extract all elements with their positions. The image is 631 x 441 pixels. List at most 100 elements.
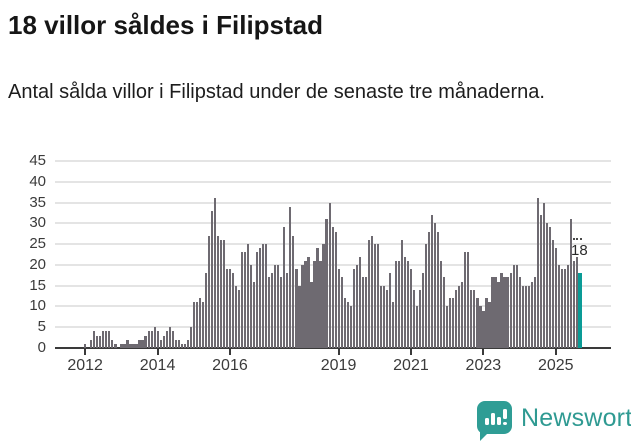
bar bbox=[467, 252, 470, 348]
bar bbox=[111, 339, 114, 348]
bar bbox=[443, 277, 446, 348]
bar bbox=[518, 277, 521, 348]
bar bbox=[120, 343, 123, 348]
logo-exclamation-icon bbox=[503, 409, 507, 419]
bar bbox=[328, 202, 331, 348]
bar bbox=[551, 239, 554, 348]
x-tick-label: 2023 bbox=[465, 357, 502, 374]
bar bbox=[96, 335, 99, 348]
bar bbox=[542, 202, 545, 348]
bar bbox=[521, 285, 524, 348]
y-tick-label: 10 bbox=[29, 297, 46, 315]
x-axis-tick bbox=[228, 349, 231, 355]
newsworthy-logo-icon bbox=[477, 401, 512, 434]
page-title: 18 villor såldes i Filipstad bbox=[8, 10, 324, 40]
bar bbox=[373, 244, 376, 348]
bar bbox=[425, 244, 428, 348]
bar bbox=[355, 264, 358, 348]
bar bbox=[560, 269, 563, 348]
y-tick-label: 20 bbox=[29, 255, 46, 273]
x-tick-label: 2025 bbox=[537, 357, 574, 374]
y-tick-label: 30 bbox=[29, 214, 46, 232]
bar bbox=[482, 310, 485, 348]
bar bbox=[268, 277, 271, 348]
bar bbox=[159, 339, 162, 348]
gridline bbox=[55, 159, 611, 162]
bar bbox=[265, 244, 268, 348]
y-tick-label: 15 bbox=[29, 276, 46, 294]
logo-bar-icon bbox=[485, 418, 489, 425]
bar bbox=[575, 256, 579, 348]
bar bbox=[554, 248, 557, 348]
bar bbox=[105, 331, 108, 348]
annotation-leader-dots bbox=[573, 238, 582, 240]
bar bbox=[379, 285, 382, 348]
logo-bar-icon bbox=[491, 413, 495, 425]
bar bbox=[313, 260, 316, 348]
bar bbox=[370, 235, 373, 348]
bar bbox=[397, 260, 401, 348]
bar bbox=[114, 343, 117, 348]
bar bbox=[222, 239, 226, 348]
bar bbox=[102, 331, 105, 348]
bar bbox=[93, 331, 96, 348]
bar bbox=[319, 260, 322, 348]
bar bbox=[156, 331, 159, 348]
x-axis-tick bbox=[337, 349, 340, 355]
bar bbox=[506, 277, 509, 348]
bar bbox=[322, 244, 325, 348]
bar bbox=[530, 281, 533, 348]
bar bbox=[108, 331, 111, 348]
bar bbox=[440, 260, 443, 348]
bar bbox=[259, 248, 262, 348]
bar bbox=[428, 231, 431, 348]
x-axis-tick bbox=[482, 349, 485, 355]
bar bbox=[207, 235, 211, 348]
bar bbox=[512, 264, 515, 348]
bar bbox=[177, 339, 180, 348]
bar bbox=[216, 235, 220, 348]
x-tick-label: 2019 bbox=[320, 357, 357, 374]
bar bbox=[325, 219, 328, 348]
bar bbox=[458, 285, 461, 348]
bar bbox=[283, 227, 286, 348]
bar bbox=[548, 227, 551, 348]
bar bbox=[503, 277, 506, 348]
bar bbox=[228, 269, 232, 348]
bar bbox=[464, 252, 467, 348]
y-tick-label: 5 bbox=[37, 318, 46, 336]
bar bbox=[476, 298, 479, 348]
bar bbox=[569, 219, 573, 348]
bar bbox=[364, 277, 367, 348]
bar bbox=[497, 281, 500, 348]
bar bbox=[376, 244, 379, 348]
bar bbox=[168, 327, 171, 348]
bar bbox=[337, 269, 340, 348]
bar bbox=[515, 264, 518, 348]
bar bbox=[449, 298, 452, 348]
bar bbox=[141, 339, 144, 348]
bar bbox=[186, 339, 189, 348]
x-axis-tick bbox=[84, 349, 87, 355]
bar bbox=[301, 264, 304, 348]
bar bbox=[509, 273, 512, 348]
bar bbox=[403, 256, 407, 348]
bar bbox=[192, 302, 195, 348]
x-tick-label: 2021 bbox=[393, 357, 429, 374]
x-tick-label: 2016 bbox=[212, 357, 248, 374]
x-axis-tick bbox=[409, 349, 412, 355]
bar bbox=[153, 327, 156, 348]
bar bbox=[563, 269, 566, 348]
newsworthy-logo[interactable]: Newsworthy bbox=[477, 399, 631, 441]
bar bbox=[304, 260, 307, 348]
logo-bar-icon bbox=[497, 417, 501, 425]
bar bbox=[277, 264, 280, 348]
bar bbox=[470, 289, 473, 348]
bar bbox=[533, 277, 536, 348]
gridline bbox=[55, 347, 611, 349]
bar bbox=[99, 335, 102, 348]
x-axis-tick bbox=[554, 349, 557, 355]
bar bbox=[352, 269, 355, 348]
bar bbox=[165, 331, 168, 348]
bar bbox=[331, 227, 334, 348]
